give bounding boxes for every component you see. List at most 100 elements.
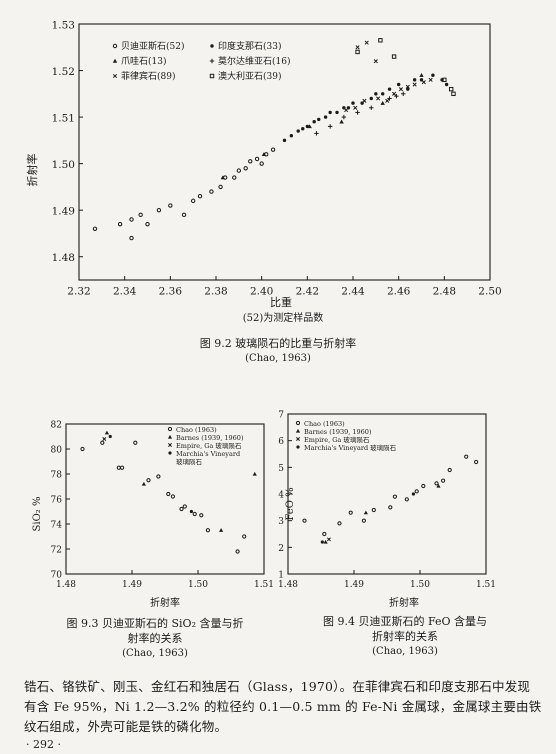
- data-point-x: [405, 84, 410, 89]
- y-tick-label: 1.49: [52, 205, 75, 217]
- data-point-dot: [296, 129, 300, 133]
- legend-label: 贝迪亚斯石(52): [121, 40, 184, 52]
- legend-marker-x: [296, 437, 300, 441]
- data-point-circle: [129, 217, 134, 222]
- y-tick-label: 76: [51, 496, 63, 506]
- data-point-triangle: [261, 152, 267, 157]
- y-tick-label: 74: [51, 521, 63, 531]
- x-tick-label: 2.34: [113, 286, 137, 298]
- figure-9-2-ylabel: 折射率: [25, 154, 39, 187]
- body-line-2: 有含 Fe 95%，Ni 1.2—3.2% 的粒径约 0.1—0.5 mm 的 …: [24, 699, 542, 714]
- x-tick-label: 2.44: [341, 286, 365, 298]
- data-point-circle: [434, 481, 439, 486]
- legend-label: 澳大利亚石(39): [218, 70, 281, 82]
- data-point-circle: [197, 194, 203, 199]
- data-point-x: [376, 96, 381, 101]
- y-tick-label: 80: [51, 446, 63, 456]
- legend-label: Marchia's Vineyard: [176, 450, 240, 458]
- y-tick-label: 4: [278, 491, 284, 501]
- data-point-x: [362, 98, 367, 103]
- y-tick-label: 7: [278, 411, 284, 421]
- data-point-dot: [412, 78, 417, 82]
- data-point-triangle: [419, 73, 424, 77]
- figure-9-2-xlabel-note: (52)为测定样品数: [243, 311, 324, 324]
- figure-9-4-caption-block: 图 9.4 贝迪亚斯石的 FeO 含量与 折射率的关系 (Chao, 1963): [290, 614, 520, 659]
- data-point-square: [442, 77, 447, 83]
- figure-9-2-legend: 贝迪亚斯石(52) 印度支那石(33) 爪哇石(13) 莫尔达维亚石(16) 菲律宾石(…: [112, 40, 290, 82]
- legend-marker-square: [209, 73, 215, 79]
- figure-9-4-source: (Chao, 1963): [372, 646, 438, 657]
- x-tick-label: 1.49: [122, 580, 142, 590]
- figure-9-3-legend: Chao (1963)Barnes (1939, 1960)Empire, Ga…: [167, 426, 244, 466]
- data-point-triangle: [104, 430, 110, 435]
- legend-label: 玻璃陨石: [176, 457, 203, 466]
- data-point-circle: [388, 505, 393, 510]
- data-point-square: [355, 49, 360, 55]
- x-tick-label: 2.50: [478, 286, 501, 298]
- x-tick-label: 2.32: [67, 286, 90, 298]
- page-number: · 292 ·: [26, 738, 61, 751]
- legend-marker-dot: [168, 451, 172, 455]
- data-point-triangle: [220, 175, 226, 180]
- y-tick-label: 5: [278, 464, 284, 474]
- data-point-x: [392, 91, 397, 96]
- figure-9-4-legend: Chao (1963)Barnes (1939, 1960)Empire, Ga…: [295, 420, 397, 452]
- data-point-dot: [431, 73, 435, 77]
- y-tick-label: 6: [278, 437, 284, 447]
- y-tick-label: 1.48: [52, 252, 75, 264]
- legend-label: Empire, Ga 玻璃陨石: [304, 435, 370, 444]
- y-tick-label: 1.52: [52, 66, 75, 78]
- data-point-circle: [243, 166, 248, 171]
- data-point-circle: [236, 168, 242, 173]
- data-point-dot: [335, 110, 339, 115]
- y-tick-label: 2: [278, 544, 284, 554]
- data-point-dot: [380, 92, 385, 96]
- legend-marker-x: [168, 443, 172, 447]
- body-line-3: 纹石组成，外壳可能是铁的磷化物。: [24, 719, 228, 734]
- data-point-x: [326, 537, 331, 542]
- y-tick-label: 1: [278, 571, 284, 581]
- figure-9-4-xlabel: 折射率: [389, 596, 419, 609]
- data-point-circle: [404, 497, 409, 502]
- data-point-plus: [369, 105, 374, 110]
- legend-label: Marchia's Vineyard 玻璃陨石: [304, 443, 397, 452]
- data-point-x: [421, 80, 426, 85]
- data-point-circle: [138, 212, 143, 218]
- data-point-circle: [199, 513, 204, 518]
- figure-9-3-caption-block: 图 9.3 贝迪亚斯石的 SiO₂ 含量与折 射率的关系 (Chao, 1963…: [40, 616, 270, 661]
- data-point-square: [391, 54, 397, 59]
- data-point-circle: [248, 159, 253, 164]
- y-tick-label: 1.53: [52, 19, 75, 31]
- figure-9-2-xlabel: 比重: [270, 295, 292, 309]
- data-point-circle: [209, 189, 214, 194]
- data-point-circle: [322, 531, 327, 537]
- legend-label: Chao (1963): [176, 426, 217, 434]
- data-point-x: [385, 98, 390, 103]
- figure-9-4-caption-line1: 图 9.4 贝迪亚斯石的 FeO 含量与: [322, 615, 488, 628]
- data-point-triangle: [323, 539, 328, 544]
- data-point-dot: [317, 117, 321, 122]
- legend-label: Chao (1963): [304, 420, 345, 428]
- data-point-circle: [156, 207, 162, 213]
- body-paragraph: 锆石、铬铁矿、刚玉、金红石和独居石（Glass，1970）。在菲律宾石和印度支那…: [24, 677, 542, 737]
- data-point-plus: [314, 131, 319, 136]
- y-tick-label: 82: [51, 421, 62, 431]
- figure-9-3-ylabel: SiO₂ %: [32, 497, 43, 532]
- legend-label: 菲律宾石(89): [121, 70, 175, 82]
- data-point-dot: [411, 492, 415, 496]
- data-point-triangle: [436, 483, 441, 488]
- data-point-circle: [447, 467, 452, 473]
- data-point-dot: [387, 87, 392, 91]
- data-point-x: [102, 437, 107, 441]
- legend-marker-triangle: [167, 434, 173, 439]
- data-point-circle: [348, 510, 353, 515]
- data-point-dot: [189, 509, 193, 514]
- legend-label: 印度支那石(33): [218, 40, 281, 52]
- data-point-circle: [441, 478, 446, 483]
- y-tick-label: 72: [51, 546, 62, 556]
- data-point-circle: [337, 521, 342, 526]
- figure-9-4-caption-line2: 折射率的关系: [372, 630, 438, 643]
- legend-marker-circle: [112, 43, 118, 49]
- legend-marker-plus: [209, 58, 215, 64]
- data-point-triangle: [339, 119, 344, 124]
